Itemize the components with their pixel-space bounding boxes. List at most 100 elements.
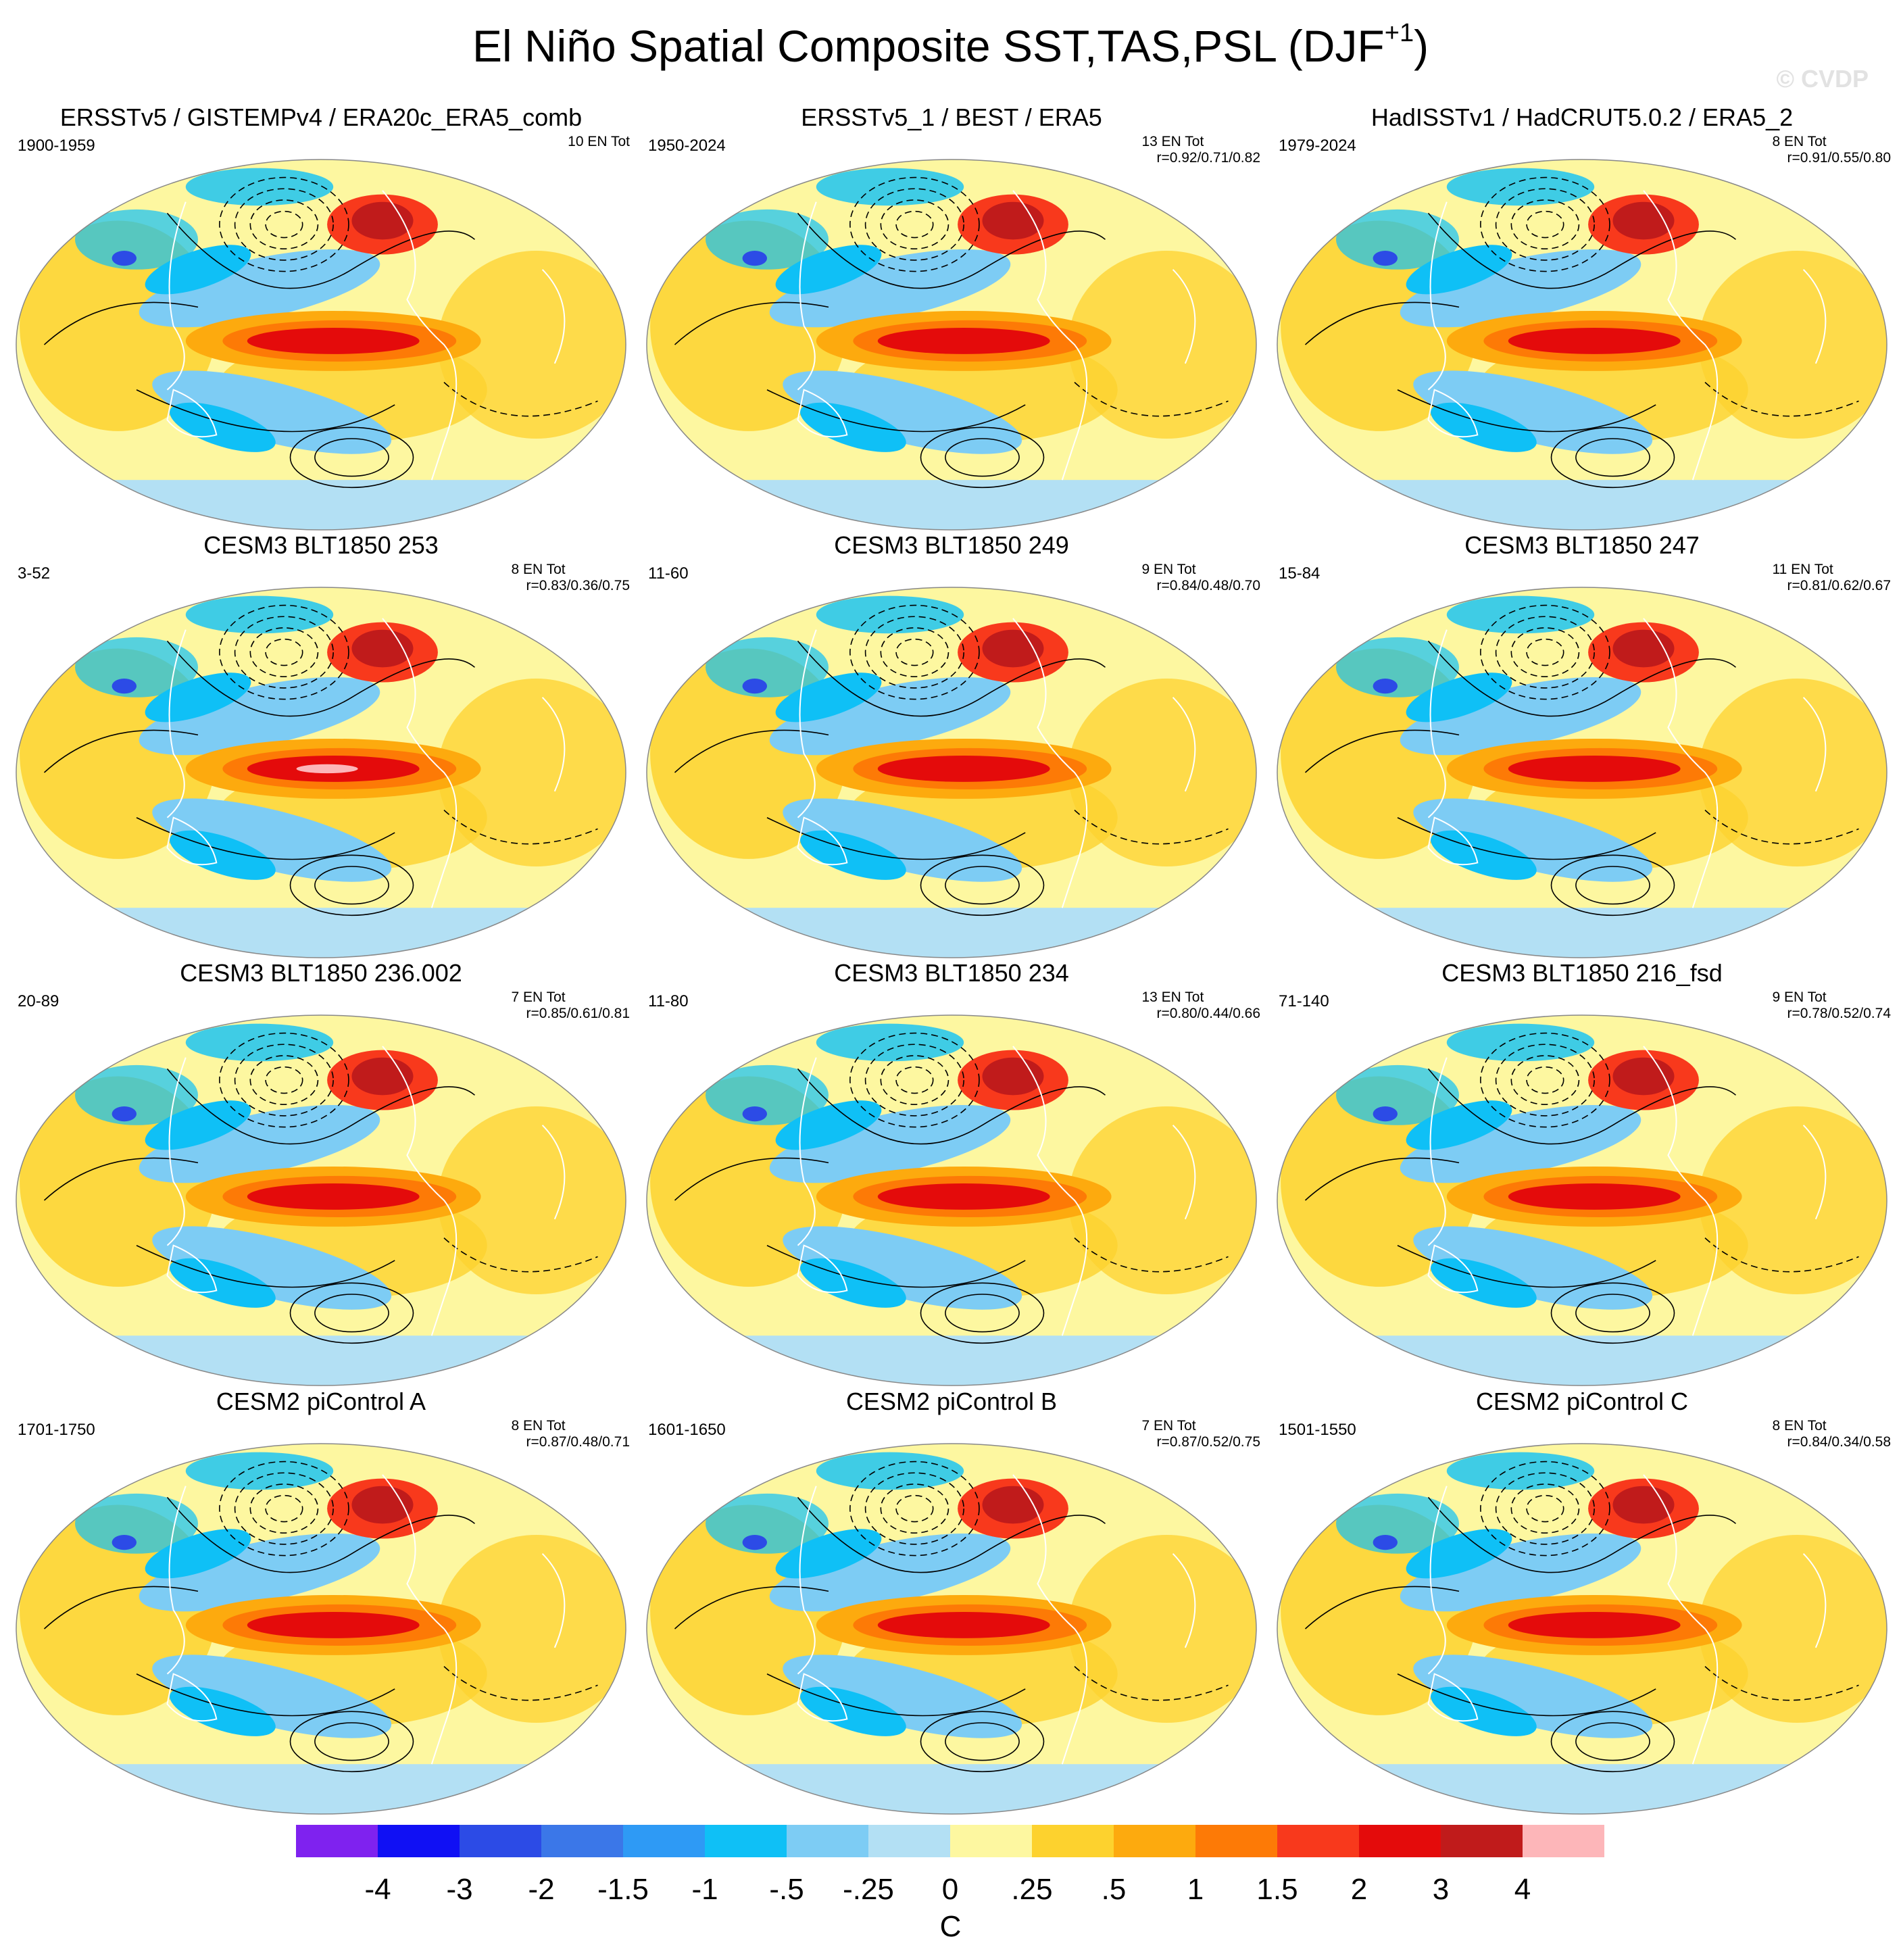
panel-event-count: 7 EN Tot — [511, 989, 566, 1005]
panel-period: 1950-2024 — [648, 137, 726, 155]
colorbar-swatch — [868, 1825, 950, 1857]
colorbar-tick-label: 1 — [1187, 1873, 1204, 1906]
colorbar-swatch — [460, 1825, 541, 1857]
panel-event-count: 9 EN Tot — [1141, 562, 1196, 577]
composite-map — [646, 1014, 1257, 1386]
map-panel: CESM3 BLT1850 247 15-84 11 EN Tot r=0.81/0.… — [1268, 531, 1896, 958]
map-panel: CESM2 piControl B 1601-1650 7 EN Tot r=0.87… — [637, 1387, 1266, 1815]
panel-title: HadISSTv1 / HadCRUT5.0.2 / ERA5_2 — [1371, 103, 1794, 131]
panel-event-count: 9 EN Tot — [1772, 989, 1827, 1005]
panel-title: ERSSTv5_1 / BEST / ERA5 — [801, 103, 1102, 131]
panel-period: 1979-2024 — [1279, 137, 1356, 155]
composite-map — [646, 159, 1257, 531]
panel-stats: 8 EN Tot r=0.84/0.34/0.58 — [1772, 1418, 1891, 1450]
colorbar-swatch — [378, 1825, 460, 1857]
watermark: © CVDP — [1776, 65, 1869, 93]
panel-title: CESM3 BLT1850 247 — [1464, 531, 1700, 559]
panel-period: 15-84 — [1279, 564, 1320, 583]
map-panel: CESM3 BLT1850 253 3-52 8 EN Tot r=0.83/0.36… — [7, 531, 635, 958]
composite-map — [16, 1443, 626, 1815]
colorbar-tick-label: 0 — [942, 1873, 958, 1906]
panel-title: CESM3 BLT1850 236.002 — [180, 959, 462, 987]
panel-pattern-correlation: r=0.84/0.48/0.70 — [1156, 578, 1260, 593]
panel-title: CESM3 BLT1850 249 — [834, 531, 1069, 559]
colorbar-swatch — [950, 1825, 1032, 1857]
panel-stats: 11 EN Tot r=0.81/0.62/0.67 — [1772, 562, 1891, 594]
panel-title: CESM3 BLT1850 234 — [834, 959, 1069, 987]
colorbar-tick-label: .5 — [1102, 1873, 1127, 1906]
colorbar: -4 -3 -2 -1.5 -1 -.5 -.25 0 .25 .5 1 1.5 2 3 4 — [296, 1825, 1604, 1906]
panel-stats: 7 EN Tot r=0.85/0.61/0.81 — [511, 989, 630, 1022]
colorbar-unit-label: C — [939, 1910, 962, 1943]
panel-event-count: 8 EN Tot — [511, 562, 566, 577]
panel-period: 1701-1750 — [18, 1421, 95, 1439]
panel-event-count: 11 EN Tot — [1772, 562, 1833, 577]
colorbar-tick-label: -.5 — [769, 1873, 804, 1906]
panel-stats: 8 EN Tot r=0.91/0.55/0.80 — [1772, 134, 1891, 166]
colorbar-swatch — [1114, 1825, 1195, 1857]
composite-map — [16, 1014, 626, 1386]
map-panel: ERSSTv5_1 / BEST / ERA5 1950-2024 13 EN To… — [637, 103, 1266, 531]
panel-period: 11-80 — [648, 992, 689, 1010]
chart-title: El Niño Spatial Composite SST,TAS,PSL (D… — [0, 19, 1901, 73]
panel-pattern-correlation: r=0.92/0.71/0.82 — [1156, 150, 1260, 166]
colorbar-tick-label: -2 — [528, 1873, 554, 1906]
panel-event-count: 13 EN Tot — [1141, 989, 1204, 1005]
panel-pattern-correlation: r=0.87/0.52/0.75 — [1156, 1434, 1260, 1450]
panel-stats: 9 EN Tot r=0.84/0.48/0.70 — [1141, 562, 1260, 594]
panel-title: CESM2 piControl A — [216, 1388, 426, 1415]
colorbar-swatch — [787, 1825, 868, 1857]
colorbar-tick-label: 3 — [1433, 1873, 1449, 1906]
colorbar-tick-label: -.25 — [843, 1873, 894, 1906]
map-panel: HadISSTv1 / HadCRUT5.0.2 / ERA5_2 1979-20… — [1268, 103, 1896, 531]
colorbar-tick-label: .25 — [1011, 1873, 1052, 1906]
colorbar-tick-label: -1 — [691, 1873, 718, 1906]
colorbar-swatch — [296, 1825, 378, 1857]
panel-stats: 9 EN Tot r=0.78/0.52/0.74 — [1772, 989, 1891, 1022]
panel-pattern-correlation: r=0.78/0.52/0.74 — [1787, 1006, 1891, 1021]
panel-pattern-correlation: r=0.83/0.36/0.75 — [526, 578, 630, 593]
chart-title-text: El Niño Spatial Composite SST,TAS,PSL (D… — [472, 21, 1385, 71]
panel-event-count: 13 EN Tot — [1141, 134, 1204, 149]
panel-event-count: 8 EN Tot — [511, 1418, 566, 1434]
panel-period: 1601-1650 — [648, 1421, 726, 1439]
panel-stats: 7 EN Tot r=0.87/0.52/0.75 — [1141, 1418, 1260, 1450]
panel-title: CESM2 piControl B — [845, 1388, 1058, 1415]
panel-period: 1900-1959 — [18, 137, 95, 155]
composite-map — [1277, 1014, 1887, 1386]
map-panel: CESM2 piControl A 1701-1750 8 EN Tot r=0.87… — [7, 1387, 635, 1815]
composite-map — [16, 159, 626, 531]
map-panel: CESM3 BLT1850 249 11-60 9 EN Tot r=0.84/0.4… — [637, 531, 1266, 958]
colorbar-tick-label: -3 — [446, 1873, 472, 1906]
composite-map — [1277, 1443, 1887, 1815]
panel-title: CESM3 BLT1850 216_fsd — [1441, 959, 1723, 987]
panel-stats: 10 EN Tot — [568, 134, 630, 150]
colorbar-swatch — [1523, 1825, 1604, 1857]
panel-pattern-correlation: r=0.80/0.44/0.66 — [1156, 1006, 1260, 1021]
panel-stats: 8 EN Tot r=0.83/0.36/0.75 — [511, 562, 630, 594]
panel-period: 11-60 — [648, 564, 689, 583]
colorbar-tick-label: 4 — [1514, 1873, 1531, 1906]
composite-map — [646, 1443, 1257, 1815]
colorbar-swatch — [1032, 1825, 1114, 1857]
panel-stats: 13 EN Tot r=0.80/0.44/0.66 — [1141, 989, 1260, 1022]
panel-event-count: 7 EN Tot — [1141, 1418, 1196, 1434]
map-panel: CESM3 BLT1850 216_fsd 71-140 9 EN Tot r=0.7… — [1268, 958, 1896, 1386]
colorbar-swatch — [541, 1825, 623, 1857]
panel-title: CESM2 piControl C — [1475, 1388, 1689, 1415]
colorbar-tick-label: 1.5 — [1256, 1873, 1298, 1906]
composite-map — [16, 587, 626, 958]
chart-title-close: ) — [1414, 21, 1429, 71]
map-panel: CESM3 BLT1850 236.002 20-89 7 EN Tot r=0.85… — [7, 958, 635, 1386]
panel-stats: 13 EN Tot r=0.92/0.71/0.82 — [1141, 134, 1260, 166]
colorbar-tick-label: -4 — [364, 1873, 391, 1906]
colorbar-swatch — [623, 1825, 705, 1857]
map-panel: CESM3 BLT1850 234 11-80 13 EN Tot r=0.80/0.… — [637, 958, 1266, 1386]
panel-period: 3-52 — [18, 564, 51, 583]
composite-map — [646, 587, 1257, 958]
colorbar-tick-label: -1.5 — [597, 1873, 649, 1906]
colorbar-swatch — [705, 1825, 787, 1857]
panel-pattern-correlation: r=0.85/0.61/0.81 — [526, 1006, 630, 1021]
colorbar-swatch — [1441, 1825, 1523, 1857]
panel-period: 71-140 — [1279, 992, 1329, 1010]
